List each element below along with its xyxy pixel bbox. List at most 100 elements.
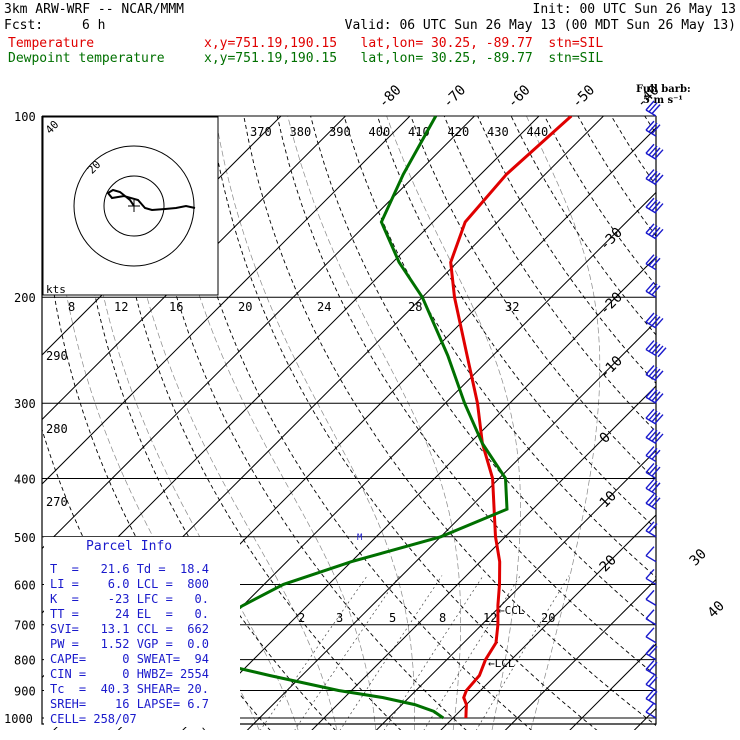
wind-barb-flag bbox=[648, 429, 658, 440]
wind-barb-flag bbox=[651, 201, 661, 212]
legend-dewpoint-info: x,y=751.19,190.15 lat,lon= 30.25, -89.77… bbox=[204, 51, 604, 66]
wind-barb bbox=[645, 546, 657, 563]
wind-barb bbox=[645, 609, 657, 626]
wind-barb-flag bbox=[648, 170, 658, 181]
moist-adiabat-line bbox=[526, 116, 601, 730]
isotherm-line bbox=[504, 578, 656, 730]
wind-barb-flag bbox=[654, 149, 664, 160]
dry-adiabat-line bbox=[343, 116, 656, 578]
lcl-annotation: ←LCL bbox=[488, 657, 515, 670]
wind-barb-flag bbox=[648, 199, 658, 210]
wind-barb-flag bbox=[648, 341, 658, 352]
mixing-ratio-label: 3 bbox=[336, 611, 343, 625]
moist-adiabat-line bbox=[287, 116, 461, 730]
wind-barb-flag bbox=[648, 495, 658, 506]
wind-barb-flag bbox=[651, 147, 661, 158]
upper-mixing-label: 8 bbox=[68, 300, 75, 314]
parcel-row: CELL= 258/07 bbox=[50, 712, 137, 726]
theta-label: 430 bbox=[487, 125, 509, 139]
isotherm-label: 0 bbox=[597, 429, 614, 446]
wind-barb-flag bbox=[651, 172, 661, 183]
dry-adiabat-line bbox=[410, 116, 656, 481]
wind-barb-flag bbox=[651, 431, 661, 442]
isotherm-label: -70 bbox=[440, 82, 469, 111]
moist-adiabat-line bbox=[386, 116, 521, 730]
theta-label: 290 bbox=[46, 349, 68, 363]
theta-label: 400 bbox=[369, 125, 391, 139]
barb-legend-line2: 5 m s⁻¹ bbox=[643, 95, 683, 106]
wind-barb-flag bbox=[645, 660, 655, 670]
parcel-row: SREH= 16 LAPSE= 6.7 bbox=[50, 697, 209, 711]
wind-barb-flag bbox=[648, 464, 658, 475]
parcel-row: PW = 1.52 VGP = 0.0 bbox=[50, 637, 209, 651]
wind-barb-flag bbox=[651, 482, 661, 493]
theta-label: 390 bbox=[329, 125, 351, 139]
wind-barb-flag bbox=[651, 285, 661, 296]
isotherm-line bbox=[246, 320, 656, 730]
dry-adiabat-line bbox=[544, 116, 656, 287]
pressure-tick-label: 400 bbox=[14, 472, 36, 486]
wind-barb-flag bbox=[651, 497, 661, 508]
wind-barb bbox=[645, 446, 661, 463]
wind-barb-flag bbox=[651, 449, 661, 460]
pressure-tick-label: 600 bbox=[14, 578, 36, 592]
wind-barb bbox=[645, 143, 664, 160]
wind-barb-flag bbox=[651, 368, 661, 379]
wind-barb-flag bbox=[645, 702, 655, 713]
upper-mixing-label: 20 bbox=[238, 300, 252, 314]
hodograph-units-label: kts bbox=[46, 283, 66, 296]
parcel-row: CIN = 0 HWBZ= 2554 bbox=[50, 667, 209, 681]
isotherm-line bbox=[182, 256, 656, 730]
dry-adiabat-line bbox=[143, 116, 467, 730]
parcel-row: LI = 6.0 LCL = 800 bbox=[50, 577, 209, 591]
pressure-tick-label: 300 bbox=[14, 397, 36, 411]
parcel-row: TT = 24 EL = 0. bbox=[50, 607, 209, 621]
parcel-row: SVI= 13.1 CCL = 662 bbox=[50, 622, 209, 636]
barb-legend-line1: Full barb: bbox=[636, 84, 691, 95]
wind-barb-flag bbox=[648, 447, 658, 458]
mixing-ratio-label: 5 bbox=[389, 611, 396, 625]
parcel-info-title: Parcel Info bbox=[86, 539, 173, 554]
wind-barb bbox=[645, 254, 661, 271]
wind-barb-flag bbox=[645, 568, 655, 579]
wind-barb-flag bbox=[648, 645, 658, 656]
wind-barb-staff bbox=[645, 636, 657, 644]
wind-barb-flag bbox=[645, 197, 655, 208]
wind-barb-flag bbox=[648, 145, 658, 156]
parcel-row: K = -23 LFC = 0. bbox=[50, 592, 209, 606]
wind-barb-flag bbox=[651, 124, 661, 135]
wind-barb-flag bbox=[648, 690, 658, 701]
wind-barb-staff bbox=[645, 683, 657, 692]
temperature-profile bbox=[449, 116, 573, 719]
wind-barb-flag bbox=[648, 102, 658, 113]
wind-barb-flag bbox=[645, 589, 655, 600]
wind-barb-flag bbox=[645, 609, 655, 620]
parcel-row: CAPE= 0 SWEAT= 94 bbox=[50, 652, 209, 666]
wind-barb-flag bbox=[645, 462, 655, 473]
dry-adiabat-line bbox=[678, 116, 740, 731]
wind-barb bbox=[645, 689, 658, 706]
wind-barb-flag bbox=[645, 120, 655, 131]
wind-barb-flag bbox=[654, 433, 664, 444]
wind-barb-staff bbox=[645, 436, 657, 445]
isotherm-line bbox=[42, 116, 411, 485]
wind-barb-flag bbox=[645, 281, 655, 292]
pressure-tick-label: 500 bbox=[14, 531, 36, 545]
upper-mixing-label: 32 bbox=[505, 300, 519, 314]
isotherm-label: -10 bbox=[597, 353, 626, 382]
pressure-tick-label: 1000 bbox=[4, 712, 33, 726]
wind-barb-flag bbox=[654, 317, 664, 328]
wind-barb-flag bbox=[645, 223, 655, 234]
upper-mixing-label: 24 bbox=[317, 300, 331, 314]
wind-barb-staff bbox=[645, 109, 657, 117]
wind-barb-flag bbox=[648, 410, 658, 421]
isotherm-line bbox=[698, 103, 740, 731]
wind-barb-flag bbox=[654, 228, 664, 239]
wind-barb-staff bbox=[645, 373, 657, 382]
wind-barb-staff bbox=[645, 263, 657, 271]
wind-barb-flag bbox=[654, 370, 664, 381]
dry-adiabat-line bbox=[310, 116, 656, 627]
wind-barb-staff bbox=[645, 396, 657, 404]
dry-adiabat-line bbox=[176, 116, 532, 730]
wind-barb bbox=[645, 120, 661, 137]
